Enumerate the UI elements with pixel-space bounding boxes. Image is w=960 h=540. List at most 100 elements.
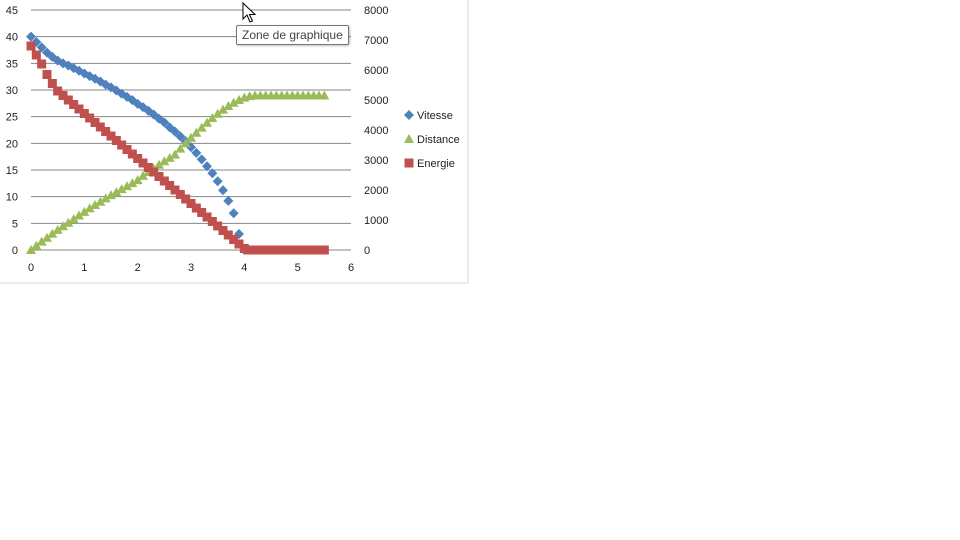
data-point-energie bbox=[26, 41, 36, 51]
data-point-energie bbox=[319, 245, 329, 255]
data-point-distance bbox=[191, 127, 202, 137]
chart-area[interactable]: 0 5 10 15 20 25 30 35 40 45 0 1000 2000 3000 4000 5000 6… bbox=[0, 0, 470, 285]
data-point-energie bbox=[271, 245, 281, 255]
data-point-distance bbox=[138, 170, 148, 180]
y-tick-label: 0 bbox=[12, 245, 18, 257]
y-tick-label: 10 bbox=[6, 192, 18, 204]
data-point-vitesse bbox=[207, 168, 218, 179]
y2-tick-label: 6000 bbox=[364, 65, 388, 77]
data-point-energie bbox=[47, 79, 57, 88]
data-point-energie bbox=[314, 245, 324, 255]
legend-label-distance: Distance bbox=[417, 134, 460, 146]
data-point-energie bbox=[159, 176, 169, 186]
legend-label-vitesse: Vitesse bbox=[417, 110, 453, 122]
data-point-distance bbox=[196, 122, 207, 132]
data-point-vitesse bbox=[212, 176, 223, 187]
x-tick-label: 6 bbox=[348, 262, 354, 274]
data-point-distance bbox=[170, 149, 180, 159]
data-point-energie bbox=[239, 244, 249, 253]
data-point-energie bbox=[149, 167, 159, 177]
data-point-distance bbox=[175, 143, 186, 153]
data-point-distance bbox=[58, 221, 68, 231]
data-point-energie bbox=[165, 181, 175, 190]
data-point-energie bbox=[175, 190, 185, 199]
mouse-pointer-icon bbox=[242, 2, 256, 23]
data-point-vitesse bbox=[36, 42, 47, 53]
data-point-energie bbox=[207, 217, 217, 226]
data-point-energie bbox=[186, 199, 196, 208]
data-point-distance bbox=[159, 156, 170, 166]
data-point-energie bbox=[122, 145, 132, 154]
data-point-vitesse bbox=[228, 208, 239, 219]
legend[interactable]: Vitesse Distance Energie bbox=[404, 110, 460, 170]
data-point-energie bbox=[277, 245, 287, 255]
data-point-vitesse bbox=[159, 117, 170, 128]
y-tick-label: 35 bbox=[6, 58, 18, 70]
x-tick-label: 2 bbox=[135, 262, 141, 274]
data-point-energie bbox=[133, 154, 143, 163]
series-energie bbox=[26, 41, 329, 255]
data-point-energie bbox=[31, 50, 41, 60]
data-point-energie bbox=[309, 245, 319, 255]
data-point-distance bbox=[74, 210, 84, 220]
data-point-energie bbox=[154, 172, 164, 181]
data-point-distance bbox=[26, 245, 36, 254]
y2-tick-label: 5000 bbox=[364, 95, 388, 107]
data-point-energie bbox=[223, 230, 233, 240]
data-point-energie bbox=[79, 109, 89, 118]
data-point-energie bbox=[218, 226, 228, 235]
y-tick-label: 30 bbox=[6, 85, 18, 97]
data-point-energie bbox=[170, 185, 180, 195]
chart-svg[interactable]: 0510152025303540450100020003000400050006… bbox=[0, 0, 470, 285]
y-tick-label: 40 bbox=[6, 32, 18, 44]
legend-marker-vitesse bbox=[404, 110, 414, 120]
data-point-energie bbox=[255, 245, 265, 255]
data-point-energie bbox=[37, 59, 47, 69]
data-point-distance bbox=[84, 203, 95, 213]
y2-tick-label: 7000 bbox=[364, 35, 388, 47]
data-point-energie bbox=[127, 149, 137, 159]
series-vitesse bbox=[26, 31, 250, 255]
data-point-energie bbox=[138, 158, 148, 168]
data-point-energie bbox=[282, 245, 292, 255]
data-point-energie bbox=[287, 245, 297, 255]
data-point-distance bbox=[223, 101, 234, 110]
x-tick-label: 3 bbox=[188, 262, 194, 274]
y2-tick-label: 1000 bbox=[364, 215, 388, 227]
data-point-energie bbox=[191, 203, 201, 213]
y-tick-label: 45 bbox=[6, 5, 18, 17]
data-point-energie bbox=[90, 118, 100, 127]
data-point-energie bbox=[143, 163, 153, 172]
x-tick-label: 4 bbox=[241, 262, 247, 274]
data-point-vitesse bbox=[202, 161, 212, 172]
data-point-energie bbox=[42, 70, 52, 79]
data-point-distance bbox=[52, 224, 63, 234]
data-point-vitesse bbox=[175, 131, 186, 142]
data-point-vitesse bbox=[58, 58, 68, 69]
data-point-energie bbox=[303, 245, 313, 255]
data-point-vitesse bbox=[218, 185, 228, 196]
data-point-energie bbox=[181, 194, 191, 204]
y-tick-label: 20 bbox=[6, 138, 18, 150]
y-tick-label: 25 bbox=[6, 112, 18, 124]
data-point-energie bbox=[250, 245, 260, 255]
chart-area-tooltip: Zone de graphique bbox=[236, 25, 349, 45]
data-point-distance bbox=[79, 206, 90, 216]
y2-tick-label: 4000 bbox=[364, 125, 388, 137]
x-tick-label: 0 bbox=[28, 262, 34, 274]
data-point-distance bbox=[180, 138, 191, 148]
data-point-distance bbox=[207, 113, 218, 122]
data-point-energie bbox=[245, 245, 255, 255]
data-point-distance bbox=[218, 104, 228, 114]
axes: 0510152025303540450100020003000400050006… bbox=[6, 5, 389, 274]
data-point-distance bbox=[47, 228, 58, 238]
data-point-distance bbox=[31, 240, 42, 250]
data-point-vitesse bbox=[31, 37, 42, 47]
data-point-vitesse bbox=[191, 147, 202, 158]
data-point-energie bbox=[106, 131, 116, 141]
data-point-distance bbox=[36, 236, 47, 246]
data-point-distance bbox=[154, 159, 164, 169]
x-tick-label: 1 bbox=[81, 262, 87, 274]
data-point-distance bbox=[95, 196, 106, 206]
legend-marker-energie bbox=[404, 158, 414, 168]
